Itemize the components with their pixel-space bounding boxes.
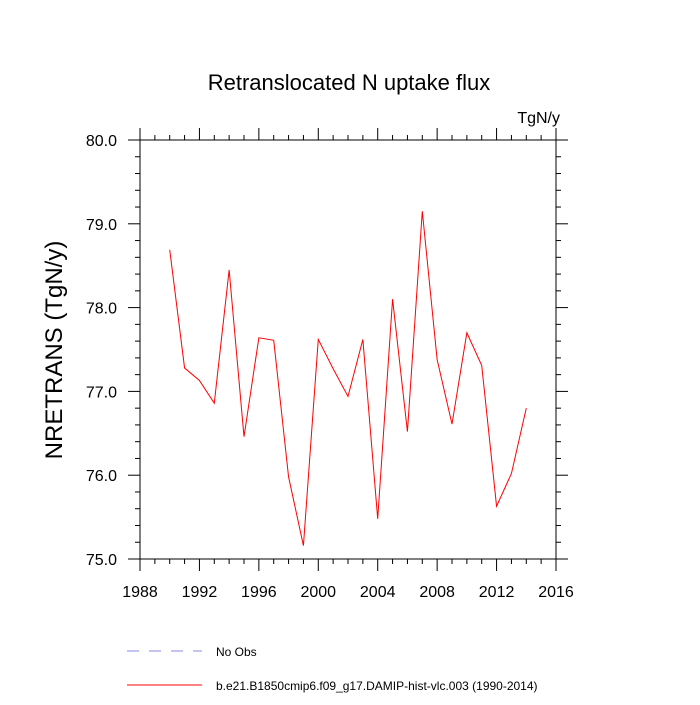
data-point bbox=[466, 332, 467, 333]
data-point bbox=[407, 431, 408, 432]
data-point bbox=[392, 299, 393, 300]
data-point bbox=[511, 473, 512, 474]
data-point bbox=[243, 436, 244, 437]
data-point bbox=[437, 359, 438, 360]
y-tick-labels: 75.0 76.0 77.0 78.0 79.0 80.0 bbox=[86, 133, 117, 569]
legend-label-no-obs: No Obs bbox=[216, 645, 257, 659]
series-layer bbox=[169, 211, 527, 546]
data-point bbox=[377, 518, 378, 519]
series-line bbox=[169, 211, 527, 546]
tick-marks bbox=[128, 128, 568, 571]
data-point bbox=[422, 211, 423, 212]
x-tick-label: 1996 bbox=[241, 584, 277, 601]
x-tick-label: 2008 bbox=[419, 584, 455, 601]
data-point bbox=[526, 408, 527, 409]
chart-title: Retranslocated N uptake flux bbox=[208, 70, 491, 95]
data-point bbox=[481, 365, 482, 366]
data-point bbox=[199, 380, 200, 381]
y-tick-label: 78.0 bbox=[86, 301, 117, 318]
data-point bbox=[288, 476, 289, 477]
y-tick-label: 80.0 bbox=[86, 133, 117, 150]
plot-frame bbox=[139, 139, 557, 560]
data-point bbox=[451, 423, 452, 424]
y-tick-label: 79.0 bbox=[86, 217, 117, 234]
data-point bbox=[318, 339, 319, 340]
x-tick-label: 2004 bbox=[360, 584, 396, 601]
x-tick-label: 1992 bbox=[182, 584, 218, 601]
data-point bbox=[496, 506, 497, 507]
data-point bbox=[184, 367, 185, 368]
y-tick-label: 77.0 bbox=[86, 384, 117, 401]
x-tick-labels: 1988 1992 1996 2000 2004 2008 2012 2016 bbox=[122, 584, 574, 601]
x-tick-label: 1988 bbox=[122, 584, 158, 601]
data-point bbox=[229, 269, 230, 270]
y-tick-label: 76.0 bbox=[86, 468, 117, 485]
x-tick-label: 2012 bbox=[479, 584, 515, 601]
data-point bbox=[273, 340, 274, 341]
y-axis-label: NRETRANS (TgN/y) bbox=[41, 241, 68, 460]
data-point bbox=[214, 403, 215, 404]
legend-label-model: b.e21.B1850cmip6.f09_g17.DAMIP-hist-vlc.… bbox=[216, 679, 538, 693]
x-tick-label: 2000 bbox=[300, 584, 336, 601]
data-point bbox=[362, 339, 363, 340]
legend: No Obs b.e21.B1850cmip6.f09_g17.DAMIP-hi… bbox=[127, 645, 538, 693]
data-point bbox=[333, 368, 334, 369]
data-point bbox=[303, 545, 304, 546]
y-tick-label: 75.0 bbox=[86, 552, 117, 569]
data-point bbox=[347, 396, 348, 397]
data-point bbox=[169, 249, 170, 250]
data-point bbox=[258, 337, 259, 338]
x-tick-label: 2016 bbox=[538, 584, 574, 601]
units-label: TgN/y bbox=[517, 110, 560, 127]
